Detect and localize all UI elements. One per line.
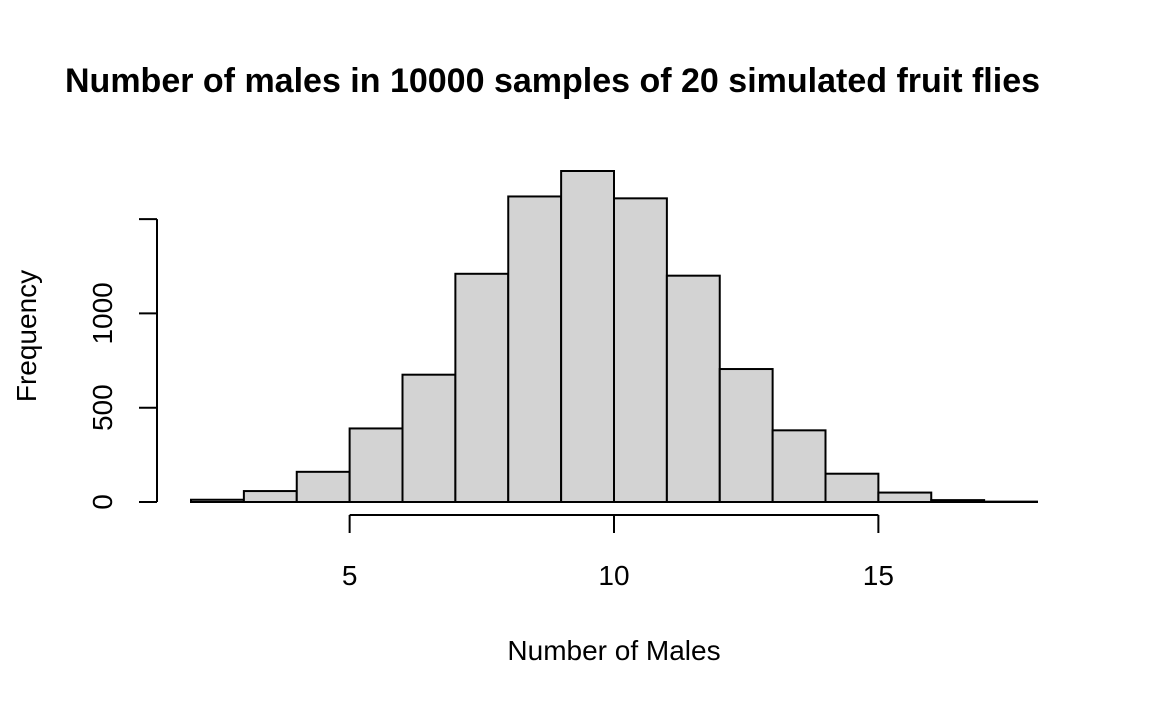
y-tick-label: 500 <box>87 384 118 431</box>
histogram-bar <box>295 470 351 504</box>
histogram-bar <box>877 491 933 503</box>
histogram-bar <box>824 472 880 504</box>
histogram-bar <box>718 368 774 503</box>
histogram-bar <box>613 197 668 504</box>
x-tick-label: 10 <box>598 560 629 591</box>
histogram-bar <box>454 272 510 504</box>
x-tick-label: 5 <box>342 560 358 591</box>
y-axis: 0 500 1000 <box>87 218 158 510</box>
x-axis: 5 10 15 <box>342 514 894 591</box>
x-tick-label: 15 <box>863 560 894 591</box>
histogram-bar <box>665 274 721 503</box>
histogram-bar <box>560 170 615 503</box>
histogram-bar <box>190 498 245 504</box>
histogram-bar <box>348 427 404 504</box>
histogram-bar <box>507 195 563 503</box>
bars-group <box>190 170 1038 504</box>
y-tick-label: 0 <box>87 494 118 510</box>
histogram-bar <box>771 429 827 503</box>
histogram-bar <box>930 499 986 503</box>
y-tick-label: 1000 <box>87 282 118 344</box>
y-axis-label: Frequency <box>11 270 42 402</box>
histogram-bar <box>401 373 457 504</box>
histogram-bar <box>242 490 298 504</box>
chart-title: Number of males in 10000 samples of 20 s… <box>65 62 1040 100</box>
x-axis-label: Number of Males <box>507 635 720 666</box>
